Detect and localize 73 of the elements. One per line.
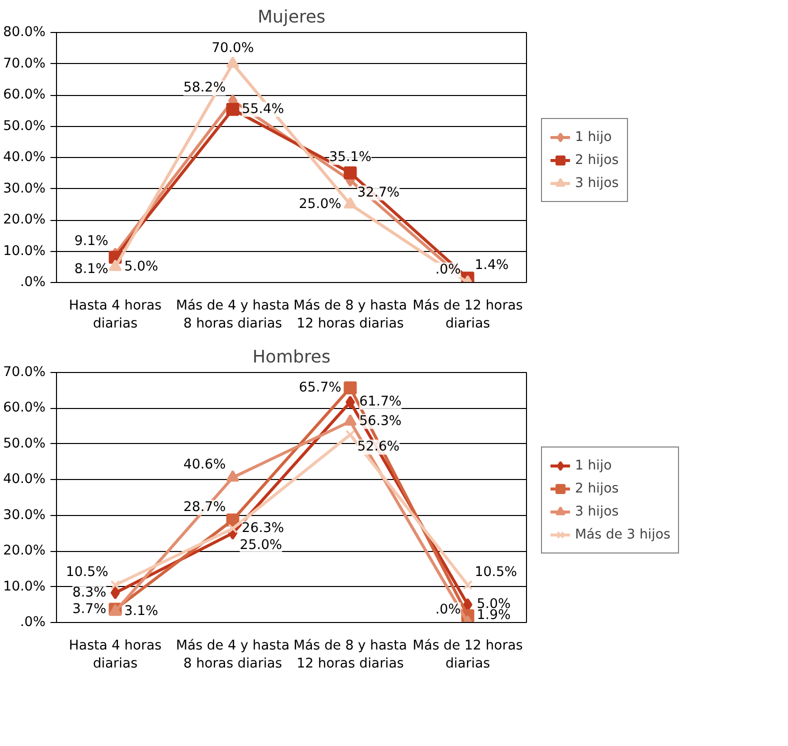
y-tick-label: .0%: [20, 615, 46, 630]
legend-label: Más de 3 hijos: [575, 527, 670, 542]
legend-label: 2 hijos: [575, 481, 619, 496]
point: [344, 197, 357, 209]
y-tick-label: 30.0%: [3, 508, 46, 523]
x-tick-label: Más de 8 y hasta 12 horas diarias: [293, 638, 408, 672]
y-tick-label: 20.0%: [3, 212, 46, 228]
point: [345, 430, 356, 440]
data-label: 55.4%: [242, 102, 284, 117]
x-tick-label: Más de 12 horas diarias: [412, 638, 523, 672]
y-tick-label: 80.0%: [3, 25, 46, 40]
chart-title: Hombres: [252, 348, 330, 368]
data-label: 3.1%: [124, 604, 158, 619]
y-tick-label: 40.0%: [3, 472, 46, 488]
y-tick-label: 60.0%: [3, 88, 46, 102]
data-label: 10.5%: [474, 565, 518, 580]
data-label: 1.4%: [474, 258, 509, 274]
legend-label: 3 hijos: [575, 176, 619, 190]
data-label: 28.7%: [183, 500, 226, 515]
data-label: 25.0%: [240, 538, 282, 554]
y-tick-label: 70.0%: [3, 365, 46, 380]
data-label: 26.3%: [242, 521, 284, 536]
legend-label: 2 hijos: [575, 152, 619, 168]
y-tick-label: 10.0%: [3, 244, 46, 259]
point: [226, 102, 240, 116]
data-label: 9.1%: [74, 234, 108, 250]
point: [110, 586, 120, 600]
point: [462, 580, 473, 590]
legend-label: 1 hijo: [575, 130, 612, 144]
legend-label: 1 hijo: [575, 458, 612, 473]
data-label: 10.5%: [66, 565, 108, 580]
x-tick-label: Más de 12 horas diarias: [412, 298, 523, 332]
point: [346, 396, 355, 409]
data-label: .0%: [435, 262, 461, 278]
data-label: 56.3%: [359, 414, 402, 429]
y-tick-label: 50.0%: [3, 436, 46, 452]
point: [226, 470, 240, 482]
point: [344, 414, 357, 426]
data-label: 25.0%: [298, 196, 342, 212]
y-tick-label: 40.0%: [3, 150, 46, 165]
point: [344, 166, 357, 180]
point: [463, 598, 472, 612]
x-tick-label: Más de 4 y hasta 8 horas diarias: [176, 638, 290, 672]
data-label: 3.7%: [72, 602, 106, 617]
x-tick-label: Más de 8 y hasta 12 horas diarias: [293, 298, 408, 332]
data-label: 8.1%: [74, 262, 108, 278]
data-label: 8.3%: [72, 585, 106, 600]
point: [110, 580, 120, 590]
y-tick-label: 20.0%: [3, 544, 46, 559]
y-tick-label: 50.0%: [3, 118, 46, 134]
data-label: 70.0%: [212, 40, 254, 56]
legend-label: 3 hijos: [575, 504, 619, 519]
data-label: 40.6%: [183, 458, 226, 472]
data-label: 52.6%: [357, 440, 400, 455]
x-tick-label: Hasta 4 horas diarias: [68, 638, 162, 672]
x-tick-label: Hasta 4 horas diarias: [68, 298, 162, 332]
point: [228, 524, 238, 534]
y-tick-label: 60.0%: [3, 400, 46, 416]
y-tick-label: 70.0%: [3, 56, 46, 72]
data-label: 58.2%: [183, 80, 226, 96]
data-label: 61.7%: [359, 394, 402, 410]
x-tick-label: Más de 4 y hasta 8 horas diarias: [176, 298, 290, 332]
point: [344, 381, 357, 394]
data-label: .0%: [435, 602, 461, 618]
y-tick-label: 10.0%: [3, 579, 46, 594]
y-tick-label: .0%: [20, 275, 46, 290]
data-label: 65.7%: [298, 380, 342, 396]
data-label: 32.7%: [357, 185, 400, 200]
data-label: 5.0%: [124, 259, 158, 274]
point: [108, 260, 122, 272]
y-tick-label: 30.0%: [3, 181, 46, 196]
chart-title: Mujeres: [258, 8, 326, 28]
data-label: 35.1%: [329, 150, 372, 165]
